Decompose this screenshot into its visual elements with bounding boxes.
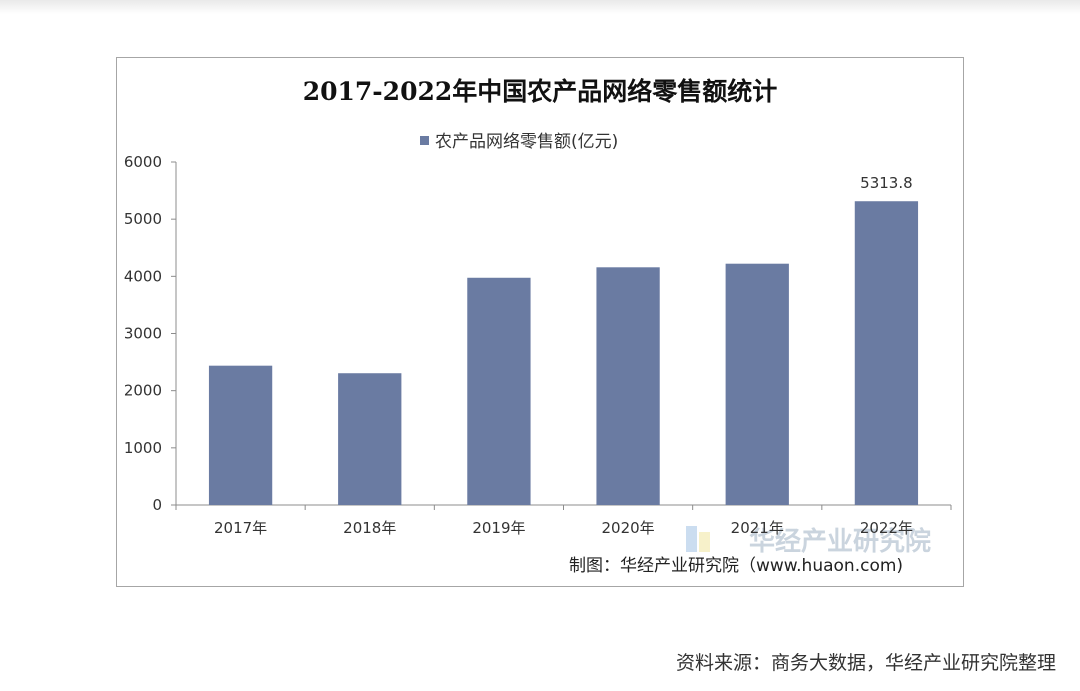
watermark-text: 华经产业研究院	[749, 526, 931, 557]
y-tick-label: 2000	[124, 382, 162, 400]
y-tick-label: 1000	[124, 439, 162, 457]
bars	[208, 201, 919, 505]
bar	[208, 365, 273, 505]
x-tick-label: 2018年	[343, 519, 396, 537]
x-tick-label: 2019年	[472, 519, 525, 537]
axes	[171, 161, 952, 510]
bar	[338, 373, 402, 505]
legend: 农产品网络零售额(亿元)	[420, 132, 618, 152]
x-tick-label: 2021年	[731, 519, 784, 537]
legend-swatch	[420, 136, 429, 145]
x-tick-label: 2017年	[214, 519, 267, 537]
bar	[854, 201, 919, 505]
source-note: 资料来源：商务大数据，华经产业研究院整理	[675, 652, 1056, 674]
legend-label: 农产品网络零售额(亿元)	[435, 132, 618, 152]
y-tick-label: 6000	[124, 153, 162, 171]
watermark-logo-mark-1	[686, 526, 697, 552]
chart-credit: 制图：华经产业研究院（www.huaon.com)	[569, 556, 903, 576]
chart-title: 2017-2022年中国农产品网络零售额统计	[303, 77, 778, 106]
x-tick-label: 2020年	[601, 519, 654, 537]
chart-frame: 2017-2022年中国农产品网络零售额统计 农产品网络零售额(亿元) 华经产业…	[116, 57, 964, 587]
y-tick-label: 4000	[124, 267, 162, 285]
top-shadow	[0, 0, 1080, 14]
y-tick-label: 0	[152, 496, 162, 514]
tick-labels: 0 1000 2000 3000 4000 5000 6000 2017年 2018年 2019年…	[124, 153, 913, 537]
x-tick-label: 2022年	[860, 519, 913, 537]
y-tick-label: 3000	[124, 325, 162, 343]
bar	[596, 267, 660, 505]
chart-canvas: 2017-2022年中国农产品网络零售额统计 农产品网络零售额(亿元) 华经产业…	[124, 77, 952, 576]
data-label: 5313.8	[860, 174, 913, 192]
y-tick-label: 5000	[124, 210, 162, 228]
watermark: 华经产业研究院	[686, 526, 931, 557]
bar	[725, 263, 789, 505]
bar	[467, 277, 531, 505]
watermark-logo-mark-2	[699, 532, 710, 552]
